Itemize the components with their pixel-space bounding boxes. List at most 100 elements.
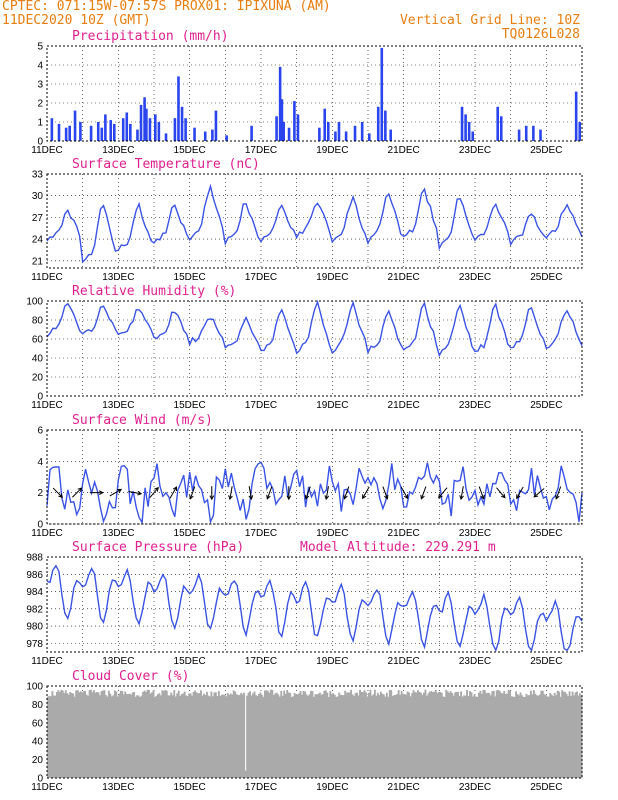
cloud-bar (165, 690, 168, 778)
cloud-bar (498, 690, 501, 778)
cloud-bar (378, 694, 381, 778)
wind-arrow (266, 486, 273, 500)
cloud-bar (544, 694, 547, 778)
x-tick-label: 19DEC (316, 400, 348, 411)
wind-arrow-shaft (533, 488, 545, 498)
wind-arrow (478, 486, 485, 500)
cloud-bar (567, 696, 570, 778)
precip-bar (293, 101, 296, 141)
cloud-bar (304, 691, 306, 778)
x-tick-label: 25DEC (530, 528, 562, 539)
precip-bar (389, 129, 392, 141)
precip-bar (578, 122, 582, 141)
panel-title: Precipitation (mm/h) (72, 29, 229, 44)
precip-bar (73, 110, 77, 141)
panel-2: 21 24 27 30 33 Surface Temperature (nC) 11DEC 1… (31, 157, 583, 283)
precip-bar (193, 127, 196, 141)
x-tick-label: 23DEC (459, 272, 491, 283)
cloud-bar (360, 691, 363, 778)
wind-arrow-shaft (189, 486, 196, 499)
cloud-bar (318, 692, 321, 778)
x-tick-label: 17DEC (245, 656, 277, 667)
precip-bar (184, 118, 187, 141)
x-tick-label: 13DEC (102, 400, 134, 411)
wind-arrow (382, 486, 389, 500)
precip-bar (471, 131, 475, 141)
wind-arrow (109, 488, 123, 497)
panel-title: Cloud Cover (%) (72, 669, 189, 684)
wind-arrow (400, 486, 409, 500)
cloud-bar (556, 690, 559, 778)
cloud-bar (85, 694, 88, 778)
cloud-bar (47, 696, 49, 778)
cloud-bar (503, 691, 506, 778)
cloud-bar (479, 690, 482, 778)
cloud-bar (305, 694, 308, 778)
cloud-bar (513, 696, 516, 778)
cloud-bar (414, 692, 416, 778)
wind-arrow (304, 486, 311, 500)
x-tick-label: 25DEC (530, 145, 562, 156)
cloud-bar (540, 690, 543, 778)
precip-bar (129, 123, 132, 141)
y-tick-label: 0 (37, 774, 43, 785)
cloud-bar (443, 697, 446, 778)
wind-arrow-head (98, 490, 104, 496)
y-tick-label: 0 (37, 520, 43, 531)
humidity-series (46, 299, 583, 358)
cloud-bar (562, 691, 565, 778)
cloud-bar (226, 693, 229, 778)
precip-bar (334, 131, 337, 141)
x-tick-label: 19DEC (316, 145, 348, 156)
precip-bar (496, 106, 499, 141)
cloud-bar (146, 689, 149, 778)
wind-arrow-head (154, 486, 159, 492)
cloud-bar (315, 694, 318, 778)
wind-arrow (343, 486, 350, 500)
cloud-bar (130, 694, 133, 778)
cloud-bar (308, 694, 311, 778)
cloud-bar (501, 693, 504, 778)
wind-arrow-head (459, 495, 464, 501)
precip-bar (109, 120, 113, 141)
precip-bar (89, 125, 93, 141)
cloud-bar (88, 690, 91, 778)
wind-arrow (438, 487, 448, 499)
cloud-bar (287, 692, 290, 778)
cloud-bar (99, 695, 101, 778)
cloud-bar (527, 695, 529, 778)
cloud-bar (385, 692, 388, 778)
cloud-bar (486, 692, 489, 778)
cloud-bar (466, 689, 468, 778)
cloud-bar (246, 695, 249, 778)
x-tick-label: 13DEC (102, 145, 134, 156)
cloud-bar (390, 690, 393, 778)
y-tick-label: 60 (32, 335, 44, 346)
x-tick-label: 23DEC (459, 782, 491, 793)
cloud-bar (124, 691, 127, 778)
cloud-bar (180, 694, 183, 778)
x-tick-label: 17DEC (245, 528, 277, 539)
cloud-bar (405, 694, 408, 778)
y-tick-label: 20 (32, 755, 44, 766)
wind-arrow-head (438, 493, 443, 499)
x-tick-label: 13DEC (102, 656, 134, 667)
cloud-bar (237, 695, 240, 778)
y-tick-label: 980 (26, 622, 43, 633)
x-tick-label: 25DEC (530, 656, 562, 667)
cloud-bar (409, 696, 412, 778)
header-line-1: CPTEC: 071:15W-07:57S PROX01: IPIXUNA (A… (2, 0, 331, 14)
y-tick-label: 3 (37, 80, 43, 91)
precip-bar (287, 127, 291, 141)
cloud-bar (510, 696, 513, 778)
cloud-bar (272, 695, 275, 778)
precip-bar (100, 127, 104, 141)
cloud-bar (320, 694, 323, 778)
cloud-bar (274, 693, 277, 778)
cloud-bar (241, 694, 244, 778)
cloud-bar (436, 693, 439, 778)
cloud-bar (353, 695, 356, 778)
cloud-bar (249, 691, 251, 778)
header-line-2-right: Vertical Grid Line: 10Z (399, 13, 580, 28)
cloud-bar (66, 693, 69, 778)
